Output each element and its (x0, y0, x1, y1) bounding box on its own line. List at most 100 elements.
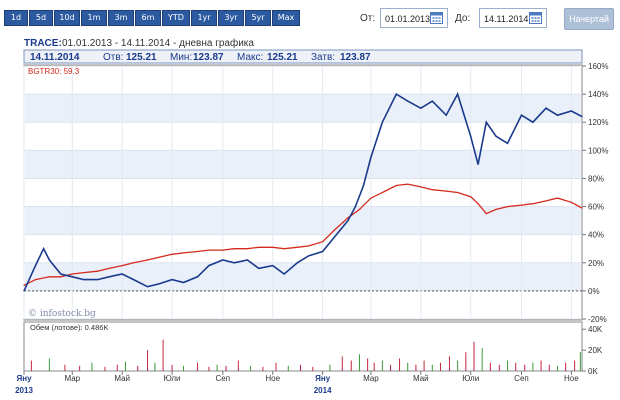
price-point (570, 110, 572, 112)
price-point (97, 279, 99, 281)
volume-bar (79, 365, 81, 371)
y-tick-label: 120% (588, 118, 608, 127)
max-value: 125.21 (267, 52, 298, 63)
volume-bar (104, 366, 106, 371)
range-max-button[interactable]: Max (272, 10, 300, 26)
y-tick-label: 60% (588, 203, 604, 212)
price-point (182, 281, 185, 284)
ohlc-date: 14.11.2014 (30, 52, 80, 63)
ohlc-bar (23, 49, 583, 64)
range-3m-button[interactable]: 3m (108, 10, 134, 26)
index-point (420, 186, 422, 188)
volume-bar (574, 360, 576, 371)
x-tick-label: Ное (265, 374, 280, 383)
volume-bar (515, 362, 517, 371)
index-point (233, 248, 235, 250)
volume-bar (30, 360, 32, 371)
x-tick-label: Мар (363, 374, 379, 383)
x-tick-label: Юли (164, 374, 181, 383)
index-point (457, 191, 459, 194)
volume-bar (116, 364, 118, 371)
range-10d-button[interactable]: 10d (54, 10, 80, 26)
price-point (158, 283, 160, 285)
index-point (347, 217, 349, 219)
price-point (445, 114, 447, 116)
grid-band (25, 150, 581, 179)
index-point (146, 259, 149, 261)
range-1yr-button[interactable]: 1yr (191, 10, 217, 26)
y-tick-label: 0% (588, 287, 600, 296)
index-point (520, 204, 523, 206)
watermark: © infostock.bg (28, 309, 96, 319)
grid-band (25, 262, 581, 291)
index-point (222, 249, 224, 251)
index-point (258, 246, 260, 248)
range-5d-button[interactable]: 5d (29, 10, 53, 26)
price-point (208, 264, 210, 267)
x-tick-label: Сеп (514, 374, 529, 383)
price-point (146, 286, 149, 288)
volume-bar (162, 339, 164, 371)
from-label: От: (360, 13, 376, 24)
draw-chart-button[interactable]: Начертай (564, 8, 614, 30)
index-point (296, 246, 298, 248)
index-point (182, 252, 185, 254)
x-tick-label: Май (114, 374, 130, 383)
to-calendar-icon[interactable] (529, 11, 542, 24)
price-point (233, 262, 235, 264)
volume-bar (287, 365, 289, 371)
index-point (532, 203, 534, 205)
volume-bar (489, 362, 491, 371)
from-calendar-icon[interactable] (430, 11, 443, 24)
volume-bar (91, 362, 93, 371)
index-point (208, 249, 210, 251)
index-point (34, 279, 37, 281)
volume-bar (183, 365, 185, 371)
max-label: Макс: (237, 52, 263, 63)
index-point (477, 203, 479, 205)
volume-bar (147, 350, 149, 371)
price-point (370, 156, 372, 158)
index-point (60, 276, 62, 278)
range-3yr-button[interactable]: 3yr (218, 10, 244, 26)
volume-bar (373, 362, 375, 371)
y-tick-label: 140% (588, 90, 608, 99)
volume-bar (381, 360, 383, 371)
index-point (556, 197, 559, 199)
price-point (34, 264, 37, 267)
open-label: Отв: (103, 52, 123, 63)
volume-bar (225, 365, 227, 371)
range-1m-button[interactable]: 1m (81, 10, 107, 26)
y-tick-label: 20% (588, 259, 604, 268)
price-point (60, 273, 62, 275)
volume-bar (473, 341, 475, 371)
price-point (83, 279, 85, 281)
volume-bar (565, 362, 567, 371)
range-ytd-button[interactable]: YTD (162, 10, 190, 26)
volume-bar (137, 365, 139, 371)
price-point (381, 121, 383, 123)
volume-bar (556, 365, 558, 371)
volume-bar (216, 364, 218, 371)
min-label: Мин: (170, 52, 192, 63)
index-point (407, 183, 409, 185)
price-point (283, 273, 285, 275)
grid-band (25, 94, 581, 123)
volume-bar (124, 361, 126, 371)
y-tick-label: 80% (588, 174, 604, 183)
open-value: 125.21 (126, 52, 157, 63)
index-point (358, 208, 361, 210)
volume-bar (275, 362, 277, 371)
range-1d-button[interactable]: 1d (4, 10, 28, 26)
price-point (171, 279, 173, 281)
range-5yr-button[interactable]: 5yr (245, 10, 271, 26)
index-point (506, 205, 509, 208)
index-point (495, 208, 497, 210)
volume-bar (448, 356, 450, 371)
price-point (470, 135, 472, 137)
range-6m-button[interactable]: 6m (135, 10, 161, 26)
x-tick-label: Мар (64, 374, 80, 383)
to-label: До: (455, 13, 471, 24)
volume-bar (329, 364, 331, 371)
index-point (381, 191, 383, 194)
